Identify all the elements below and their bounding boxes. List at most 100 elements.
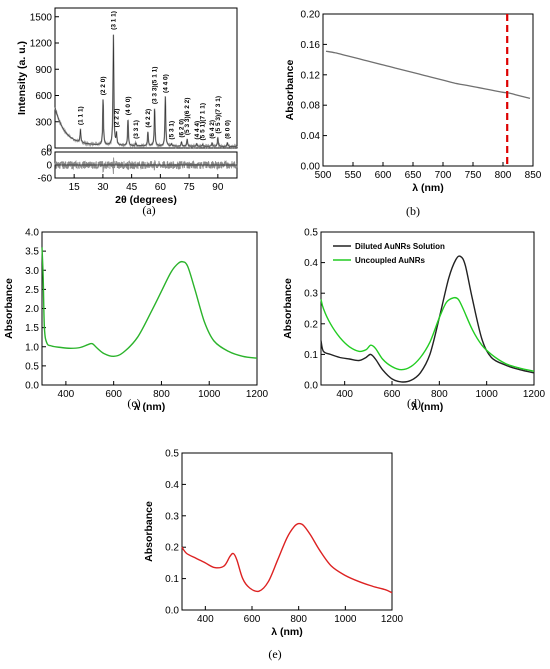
y-tick-label: 1.0 — [25, 342, 39, 353]
y-axis-label: Absorbance — [284, 60, 296, 121]
y-tick-label: 0.2 — [165, 543, 179, 554]
peak-label: (3 1 1) — [110, 11, 117, 30]
peak-label: (6 2 0) — [178, 119, 185, 138]
x-tick-label: 600 — [105, 389, 122, 400]
x-tick-label: 700 — [435, 170, 452, 181]
series-line-1 — [41, 247, 258, 359]
y-tick-label: 0.3 — [165, 511, 179, 522]
y-tick-label: 0.1 — [165, 574, 179, 585]
y-tick-label: 600 — [35, 91, 52, 102]
residual-y-tick-label: -60 — [38, 174, 53, 185]
y-tick-label: 0.5 — [25, 361, 39, 372]
plot-frame — [322, 13, 534, 167]
plot-frame — [54, 7, 238, 149]
peak-label: (5 3 1) — [168, 121, 175, 140]
y-tick-label: 0.5 — [304, 228, 318, 239]
x-tick-label: 550 — [345, 170, 362, 181]
x-axis-label: λ (nm) — [134, 401, 166, 413]
x-tick-label: 1000 — [198, 389, 221, 400]
y-axis-label: Intensity (a. u.) — [16, 41, 28, 115]
y-tick-label: 0.20 — [301, 10, 321, 21]
legend-label: Diluted AuNRs Solution — [355, 242, 445, 251]
y-tick-label: 0.12 — [301, 70, 321, 81]
x-tick-label: 500 — [315, 170, 332, 181]
plot-frame — [320, 231, 535, 386]
y-tick-label: 1500 — [30, 12, 53, 23]
x-tick-label: 600 — [375, 170, 392, 181]
panel-label: (d) — [407, 396, 421, 410]
peak-label: (8 0 0) — [224, 120, 231, 139]
y-tick-label: 0.0 — [25, 381, 39, 392]
peak-label: (3 3 3)(5 1 1) — [152, 67, 159, 105]
y-tick-label: 900 — [35, 65, 52, 76]
x-tick-label: 1200 — [523, 389, 546, 400]
x-tick-label: 1000 — [476, 389, 499, 400]
residual-line — [54, 157, 238, 175]
y-tick-label: 300 — [35, 117, 52, 128]
x-tick-label: 45 — [126, 182, 138, 193]
y-tick-label: 4.0 — [25, 228, 39, 239]
y-tick-label: 0.08 — [301, 101, 321, 112]
x-tick-label: 60 — [155, 182, 167, 193]
peak-label: (1 1 1) — [77, 106, 84, 125]
x-tick-label: 800 — [495, 170, 512, 181]
x-tick-label: 750 — [465, 170, 482, 181]
peak-label: (2 2 2) — [113, 109, 120, 128]
y-tick-label: 3.0 — [25, 266, 39, 277]
panel-label: (b) — [406, 204, 420, 218]
x-tick-label: 800 — [153, 389, 170, 400]
y-tick-label: 2.0 — [25, 304, 39, 315]
x-tick-label: 30 — [97, 182, 109, 193]
series-line-1 — [325, 50, 531, 100]
peak-label: (5 5 3)(7 3 1) — [215, 96, 222, 134]
y-tick-label: 0.00 — [301, 162, 321, 173]
y-tick-label: 1200 — [30, 39, 53, 50]
peak-label: (3 3 1) — [133, 120, 140, 139]
y-tick-label: 0.0 — [165, 606, 179, 617]
x-axis-label: λ (nm) — [271, 626, 303, 638]
y-tick-label: 0.2 — [304, 319, 318, 330]
x-tick-label: 90 — [212, 182, 224, 193]
series-line-2 — [320, 296, 535, 372]
x-tick-label: 850 — [525, 170, 542, 181]
x-axis-label: λ (nm) — [412, 401, 444, 413]
panel-label: (c) — [127, 396, 140, 410]
y-tick-label: 0.04 — [301, 131, 321, 142]
chart-panel-b: 0.00 0.04 0.08 0.12 0.16 0.20 500 550 600 650 700 7… — [284, 10, 542, 219]
residual-y-tick-label: 60 — [41, 148, 53, 159]
x-axis-label: 2θ (degrees) — [115, 194, 177, 206]
y-axis-label: Absorbance — [282, 278, 294, 339]
y-axis-label: Absorbance — [3, 278, 15, 339]
x-tick-label: 400 — [58, 389, 75, 400]
x-tick-label: 1000 — [334, 614, 357, 625]
x-tick-label: 1200 — [381, 614, 404, 625]
peak-label: (4 4 0) — [162, 74, 169, 93]
residual-y-tick-label: 0 — [46, 161, 52, 172]
y-tick-label: 0 — [46, 144, 52, 155]
x-tick-label: 1200 — [246, 389, 269, 400]
y-tick-label: 0.1 — [304, 350, 318, 361]
series-line-1 — [181, 522, 393, 594]
calculated-pattern-line — [54, 34, 237, 147]
y-tick-label: 0.5 — [165, 449, 179, 460]
peak-label: (4 2 2) — [145, 109, 152, 128]
y-tick-label: 2.5 — [25, 285, 39, 296]
x-tick-label: 600 — [244, 614, 261, 625]
plot-frame — [181, 452, 393, 611]
peak-label: (4 4 4) — [194, 121, 201, 140]
peak-label: (5 5 1)(7 1 1) — [200, 103, 207, 141]
y-tick-label: 0.4 — [165, 480, 179, 491]
panel-label: (a) — [142, 203, 155, 217]
peak-label: (4 0 0) — [125, 96, 132, 115]
plot-frame — [41, 231, 258, 386]
chart-panel-e: 0.0 0.1 0.2 0.3 0.4 0.5 400 600 800 1000 1200 λ (nm… — [143, 449, 404, 662]
x-tick-label: 400 — [197, 614, 214, 625]
x-tick-label: 400 — [336, 389, 353, 400]
peak-label: (5 3 3)(6 2 2) — [184, 98, 191, 136]
x-tick-label: 800 — [290, 614, 307, 625]
panel-label: (e) — [268, 647, 281, 661]
x-tick-label: 800 — [431, 389, 448, 400]
series-line-1 — [320, 255, 535, 383]
y-axis-label: Absorbance — [143, 501, 155, 562]
